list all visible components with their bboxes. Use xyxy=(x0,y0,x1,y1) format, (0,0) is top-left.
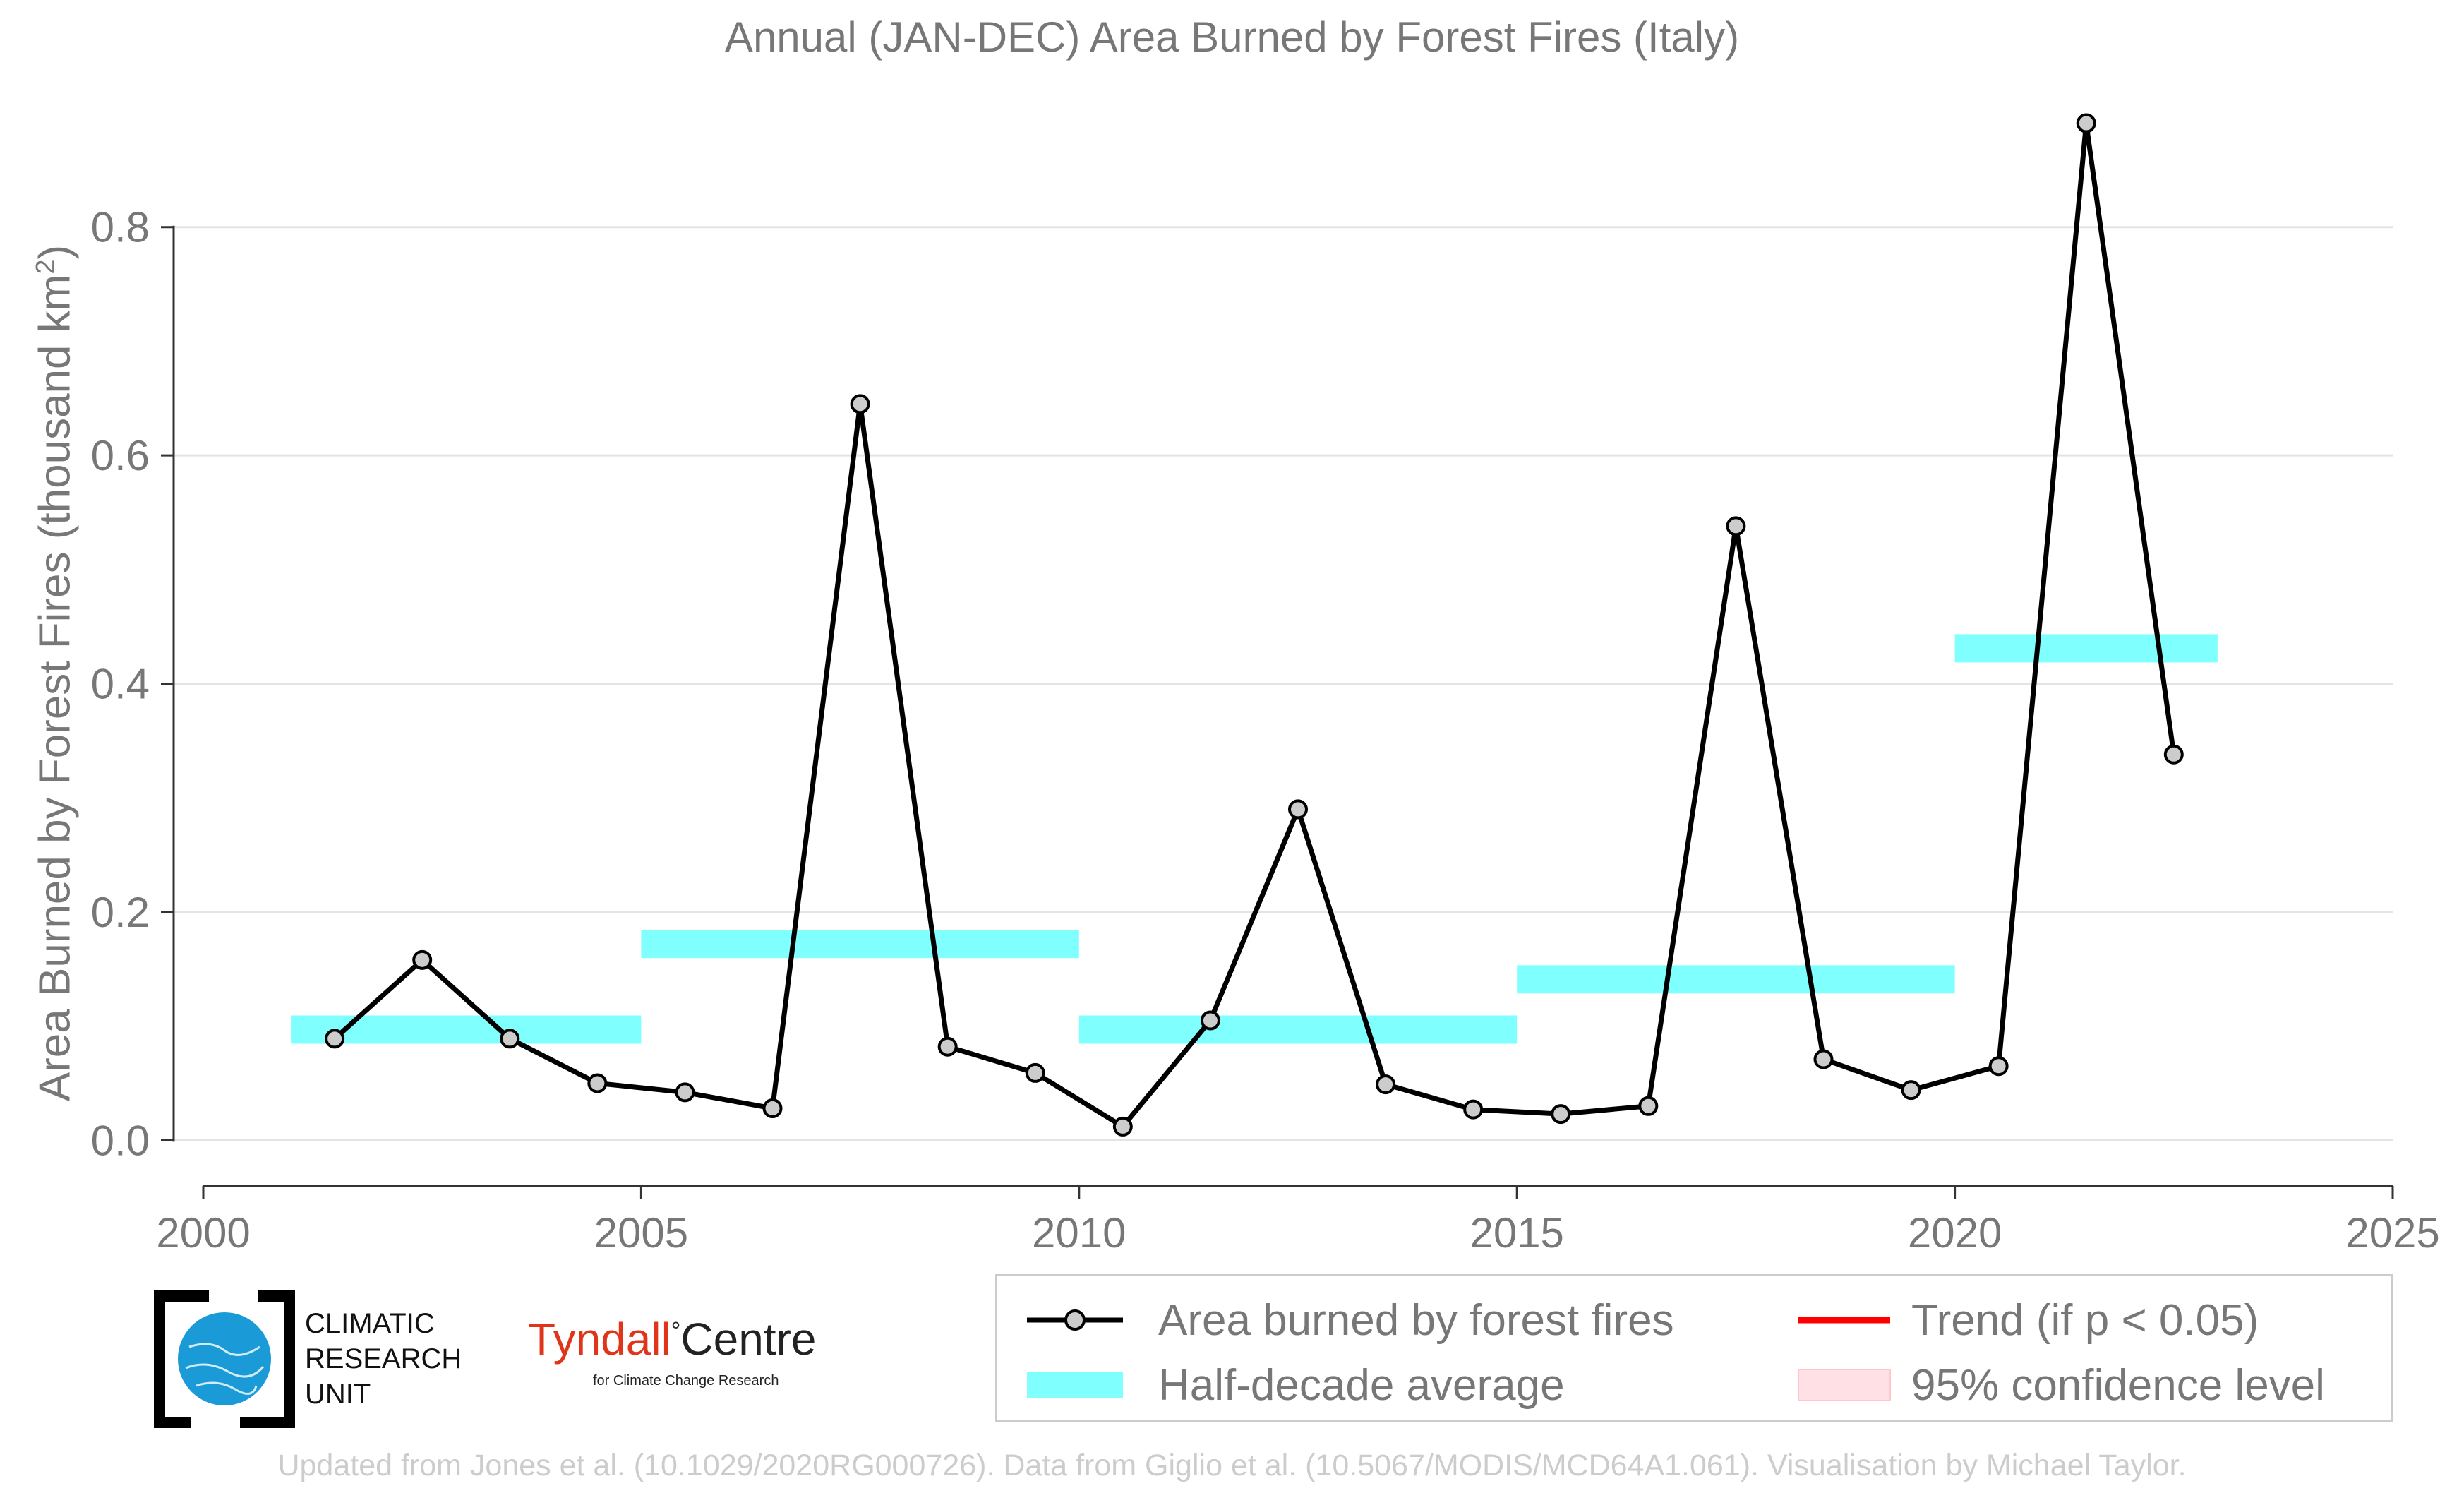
data-point xyxy=(1463,1099,1484,1120)
y-tick-label: 0.8 xyxy=(91,204,150,251)
y-tick-label: 0.6 xyxy=(91,432,150,479)
cru-line-2: RESEARCH xyxy=(305,1343,462,1374)
tyndall-logo: Tyndall°Centre xyxy=(528,1313,816,1365)
legend-band-icon xyxy=(1027,1372,1123,1398)
data-point xyxy=(2163,744,2184,765)
data-point xyxy=(1988,1056,2009,1077)
y-tick-label: 0.4 xyxy=(91,661,150,708)
legend-trend-line-icon xyxy=(1798,1317,1890,1324)
half-decade-band xyxy=(1954,634,2218,663)
data-point xyxy=(412,949,433,970)
gridlines xyxy=(169,226,2393,1141)
data-point xyxy=(1288,799,1308,820)
data-point xyxy=(1813,1049,1834,1069)
data-point xyxy=(762,1098,783,1119)
x-tick-label: 2020 xyxy=(1908,1209,2002,1257)
legend-label-confidence: 95% confidence level xyxy=(1911,1360,2325,1410)
data-point xyxy=(325,1029,345,1049)
data-point xyxy=(1376,1074,1396,1095)
half-decade-band xyxy=(641,930,1079,959)
data-point xyxy=(1200,1010,1220,1031)
x-tick-label: 2025 xyxy=(2345,1209,2439,1257)
half-decade-bands xyxy=(291,634,2218,1044)
y-tick-label: 0.0 xyxy=(91,1117,150,1164)
series-line xyxy=(332,121,2177,1129)
x-tick-label: 2010 xyxy=(1032,1209,1126,1257)
data-point xyxy=(1726,516,1746,536)
data-series xyxy=(325,113,2184,1137)
footer-credit: Updated from Jones et al. (10.1029/2020R… xyxy=(277,1449,2187,1482)
data-point xyxy=(850,394,870,414)
data-point xyxy=(1638,1096,1659,1116)
x-tick-label: 2015 xyxy=(1470,1209,1563,1257)
tyndall-centre: Centre xyxy=(680,1314,817,1365)
legend: Area burned by forest fires Trend (if p … xyxy=(995,1274,2393,1422)
tyndall-degree: ° xyxy=(671,1317,681,1345)
data-point xyxy=(500,1029,520,1049)
x-tick-label: 2005 xyxy=(594,1209,688,1257)
x-tick-label: 2000 xyxy=(156,1209,250,1257)
chart-title: Annual (JAN-DEC) Area Burned by Forest F… xyxy=(724,13,1740,61)
data-point xyxy=(2076,113,2096,133)
legend-item-half-decade: Half-decade average xyxy=(1018,1357,1565,1413)
data-point xyxy=(937,1036,958,1057)
tyndall-name: Tyndall xyxy=(528,1314,671,1365)
data-point xyxy=(587,1073,608,1093)
legend-confidence-icon xyxy=(1798,1369,1891,1401)
legend-item-confidence: 95% confidence level xyxy=(1791,1357,2325,1413)
data-point xyxy=(1025,1062,1045,1083)
data-point xyxy=(1901,1080,1921,1101)
tyndall-subtitle: for Climate Change Research xyxy=(593,1373,779,1389)
y-tick-label: 0.2 xyxy=(91,889,150,936)
cru-logo-icon xyxy=(154,1290,295,1428)
data-point xyxy=(1112,1116,1133,1137)
data-point xyxy=(1551,1104,1571,1125)
cru-line-3: UNIT xyxy=(305,1379,371,1410)
legend-line-marker-icon xyxy=(1027,1309,1123,1331)
half-decade-band xyxy=(291,1015,642,1044)
legend-label-area-burned: Area burned by forest fires xyxy=(1158,1295,1674,1345)
legend-item-trend: Trend (if p < 0.05) xyxy=(1791,1292,2259,1348)
half-decade-band xyxy=(1517,965,1955,994)
cru-logo-text: CLIMATIC RESEARCH UNIT xyxy=(305,1306,462,1412)
axes: 0.0 0.2 0.4 0.6 0.8 2000 2005 2010 2015 2020 2025 xyxy=(91,204,2440,1257)
legend-item-area-burned: Area burned by forest fires xyxy=(1018,1292,1674,1348)
half-decade-band xyxy=(1078,1015,1518,1044)
legend-label-trend: Trend (if p < 0.05) xyxy=(1911,1295,2259,1345)
legend-label-half-decade: Half-decade average xyxy=(1158,1360,1565,1410)
data-point xyxy=(675,1082,695,1103)
cru-line-1: CLIMATIC xyxy=(305,1308,435,1339)
